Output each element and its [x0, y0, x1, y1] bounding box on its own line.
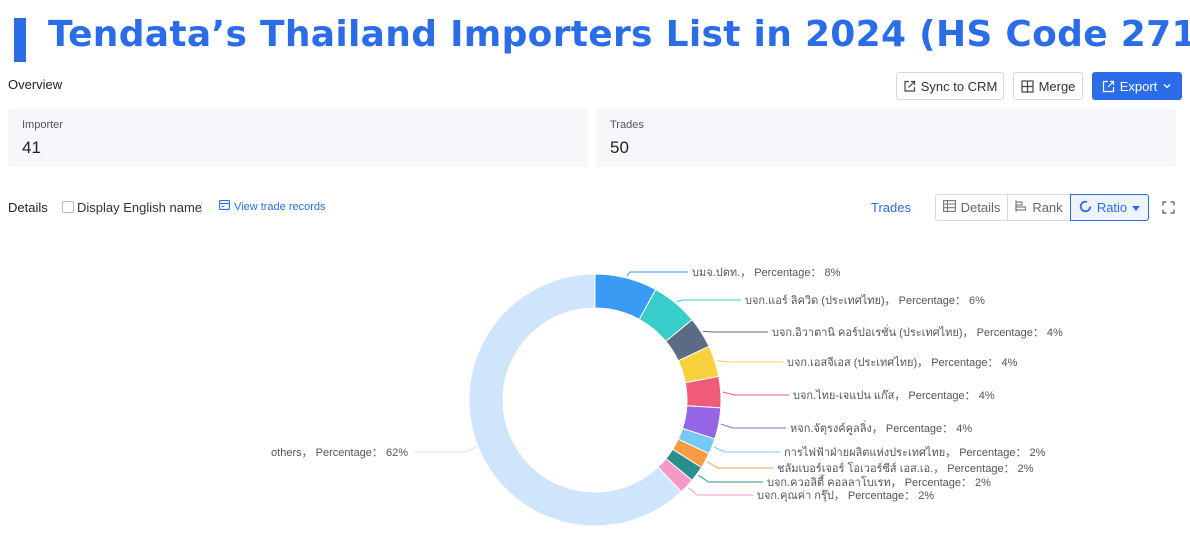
- page-title: Tendata’s Thailand Importers List in 202…: [48, 14, 1190, 55]
- merge-button[interactable]: Merge: [1013, 72, 1083, 100]
- slice-leader-line-9: [687, 487, 753, 496]
- slice-label-8: บจก.ควอลิตี้ คอลลาโบเรท， Percentage： 2%: [767, 474, 991, 489]
- slice-label-7: ชลัมเบอร์เจอร์ โอเวอร์ซีส์ เอส.เอ.， Perc…: [777, 461, 1034, 475]
- slice-leader-line-1: [676, 299, 741, 302]
- importer-ratio-donut-chart: บมจ.ปตท.， Percentage： 8% บจก.แอร์ ลิควิด …: [271, 267, 1063, 527]
- slice-leader-line-4: [722, 391, 789, 396]
- display-english-label[interactable]: Display English name: [77, 200, 203, 215]
- trades-metric-tab[interactable]: Trades: [871, 200, 911, 215]
- slice-label-10: others， Percentage： 62%: [271, 447, 408, 459]
- toolbar-divider: [201, 201, 202, 214]
- display-english-checkbox[interactable]: [62, 201, 74, 213]
- slice-label-1: บจก.แอร์ ลิควิด (ประเทศไทย)， Percentage：…: [745, 294, 985, 307]
- export-label: Export: [1119, 78, 1158, 94]
- overview-heading: Overview: [8, 77, 63, 92]
- caret-down-icon: [1132, 200, 1141, 215]
- view-details-button[interactable]: Details: [935, 194, 1008, 221]
- merge-icon: [1020, 79, 1034, 93]
- slice-leader-line-7: [706, 461, 773, 469]
- slice-label-0: บมจ.ปตท.， Percentage： 8%: [692, 267, 841, 279]
- slice-leader-line-5: [720, 423, 786, 429]
- export-button[interactable]: Export: [1092, 72, 1182, 100]
- trades-count: 50: [610, 138, 629, 157]
- details-heading: Details: [8, 200, 48, 215]
- rank-bars-icon: [1015, 200, 1027, 215]
- view-ratio-button[interactable]: Ratio: [1070, 194, 1149, 221]
- chevron-down-icon: [1162, 81, 1172, 91]
- sync-to-crm-label: Sync to CRM: [920, 78, 998, 94]
- sync-to-crm-button[interactable]: Sync to CRM: [896, 72, 1004, 100]
- slice-label-4: บจก.ไทย-เจแปน แก๊ส， Percentage： 4%: [793, 389, 995, 402]
- card-icon: [219, 200, 230, 213]
- table-icon: [942, 200, 956, 215]
- trades-stat-card: Trades 50: [596, 109, 1176, 167]
- ring-chart-icon: [1079, 200, 1092, 216]
- slice-label-2: บจก.อิวาตานิ คอร์ปอเรชั่น (ประเทศไทย)， P…: [772, 324, 1063, 339]
- slice-leader-line-6: [713, 446, 780, 453]
- slice-label-6: การไฟฟ้าฝ่ายผลิตแห่งประเทศไทย， Percentag…: [784, 446, 1046, 459]
- slice-leader-line-0: [626, 271, 688, 277]
- view-ratio-label: Ratio: [1096, 200, 1128, 215]
- importer-label: Importer: [22, 119, 63, 131]
- view-rank-label: Rank: [1032, 200, 1063, 215]
- view-details-label: Details: [960, 200, 1001, 215]
- importer-stat-card: Importer 41: [8, 109, 588, 167]
- view-rank-button[interactable]: Rank: [1007, 194, 1071, 221]
- trades-label: Trades: [610, 119, 644, 131]
- slice-leader-line-10: [414, 446, 477, 453]
- merge-label: Merge: [1038, 78, 1076, 94]
- fullscreen-icon[interactable]: [1162, 201, 1175, 219]
- slice-label-5: หจก.จัตุรงค์คูลลิ่ง， Percentage： 4%: [790, 420, 972, 435]
- importer-count: 41: [22, 138, 41, 157]
- donut-slice-10[interactable]: [468, 273, 682, 527]
- slice-label-9: บจก.คุณค่า กรุ๊ป， Percentage： 2%: [757, 489, 934, 502]
- slice-leader-line-2: [703, 330, 768, 333]
- sync-icon: [903, 80, 916, 93]
- slice-leader-line-3: [716, 359, 783, 363]
- view-trade-records-link[interactable]: View trade records: [219, 200, 326, 213]
- slice-leader-line-8: [698, 474, 763, 483]
- export-icon: [1102, 80, 1115, 93]
- view-trade-records-label: View trade records: [234, 200, 326, 213]
- slice-label-3: บจก.เอสจีเอส (ประเทศไทย)， Percentage： 4%: [787, 356, 1018, 369]
- title-accent-bar: [14, 18, 26, 62]
